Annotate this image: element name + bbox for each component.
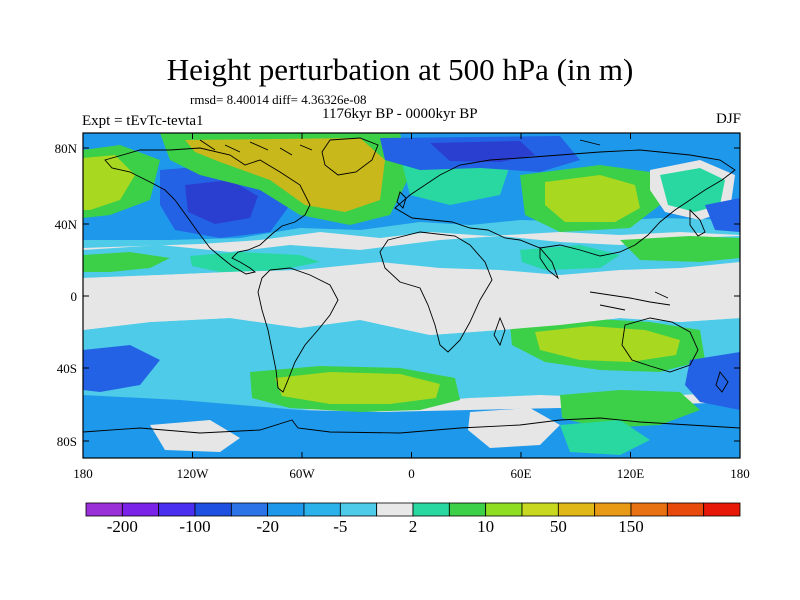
contour-asia-green — [620, 236, 740, 262]
coast-madagascar — [493, 316, 506, 347]
coast-south-america — [257, 267, 339, 393]
colorbar-label: -5 — [333, 517, 348, 536]
colorbar-swatch — [412, 502, 450, 517]
lon-tick-label: 120W — [177, 466, 210, 481]
contour-tropics-aqua — [190, 252, 320, 272]
contour-map — [83, 133, 740, 458]
contour-se-blue — [685, 352, 740, 410]
lon-tick-label: 180 — [73, 466, 93, 481]
coast-antarctica — [83, 417, 740, 434]
lat-tick-label: 80S — [57, 434, 77, 449]
experiment-label: Expt = tEvTc-tevta1 — [82, 113, 204, 129]
coast-new-zealand — [715, 371, 729, 393]
contour-indian-aqua — [520, 245, 620, 270]
lon-tick-label: 60W — [289, 466, 315, 481]
colorbar-swatch — [703, 502, 741, 517]
season-label: DJF — [715, 111, 741, 127]
contour-sw-blue — [83, 345, 160, 392]
colorbar-label: 150 — [618, 517, 644, 536]
colorbar-swatch — [267, 502, 305, 517]
coast-eurasia — [394, 149, 736, 257]
colorbar-label: 50 — [549, 517, 567, 536]
colorbar-label: -20 — [256, 517, 279, 536]
colorbar-label: 10 — [477, 517, 495, 536]
coast-australia — [621, 317, 699, 373]
axis-ticks — [82, 133, 741, 458]
colorbar-swatch — [303, 502, 341, 517]
contour-pacific-light-patch — [130, 322, 215, 352]
figure-title: Height perturbation at 500 hPa (in m) — [166, 52, 634, 87]
contour-antarctic-green — [560, 420, 650, 455]
axis-labels: 80N 40N 0 40S 80S 180 120W 60W 0 60E 120E 180 — [55, 141, 750, 481]
coast-africa — [379, 231, 493, 353]
colorbar-swatch — [594, 502, 632, 517]
colorbar — [85, 502, 741, 517]
lat-tick-label: 80N — [55, 141, 78, 156]
colorbar-swatch — [376, 502, 414, 517]
lat-tick-label: 40S — [57, 361, 77, 376]
lat-tick-label: 40N — [55, 217, 78, 232]
coast-arctic-islands — [199, 139, 601, 156]
colorbar-label: 2 — [408, 517, 418, 536]
colorbar-swatch — [194, 502, 232, 517]
colorbar-label: -200 — [106, 517, 138, 536]
lon-tick-label: 180 — [730, 466, 750, 481]
contour-antarctic-neutral-2 — [150, 420, 240, 452]
colorbar-swatch — [666, 502, 705, 517]
lat-tick-label: 0 — [71, 289, 78, 304]
contour-antarctic-neutral-1 — [468, 408, 560, 448]
colorbar-swatch — [158, 502, 196, 517]
stats-text: rmsd= 8.40014 diff= 4.36326e-08 — [190, 92, 367, 107]
lon-tick-label: 60E — [511, 466, 532, 481]
colorbar-swatch — [630, 502, 668, 517]
colorbar-swatch — [230, 502, 269, 517]
colorbar-label: -100 — [179, 517, 211, 536]
contour-n-america-indigo — [185, 180, 258, 224]
colorbar-swatch — [448, 502, 487, 517]
period-text: 1176kyr BP - 0000kyr BP — [322, 106, 478, 122]
contour-southern-yellowgreen — [275, 372, 440, 404]
contour-n-pacific-yellowgreen — [83, 155, 135, 210]
colorbar-swatch — [121, 502, 160, 517]
coast-uk — [396, 191, 407, 209]
coast-indonesia — [589, 291, 671, 311]
lon-tick-label: 0 — [408, 466, 415, 481]
coast-japan — [689, 208, 706, 237]
coast-india — [539, 246, 559, 280]
contour-ne-asia-darkblue — [705, 198, 740, 232]
contour-eurasia-yellowgreen — [545, 175, 640, 222]
coastlines — [83, 137, 740, 434]
colorbar-swatch — [485, 502, 523, 517]
colorbar-swatch — [339, 502, 378, 517]
lon-tick-label: 120E — [617, 466, 645, 481]
coast-north-america — [104, 147, 311, 275]
contour-tropics-green — [83, 252, 170, 272]
coast-greenland — [321, 137, 379, 176]
contour-eurasia-indigo — [430, 141, 535, 162]
colorbar-swatch — [85, 502, 123, 517]
colorbar-swatch — [557, 502, 596, 517]
colorbar-swatch — [521, 502, 559, 517]
contour-ne-asia-aqua — [660, 168, 725, 212]
contour-equatorial-neutral — [83, 264, 740, 335]
contour-australia-yellowgreen — [535, 326, 680, 362]
